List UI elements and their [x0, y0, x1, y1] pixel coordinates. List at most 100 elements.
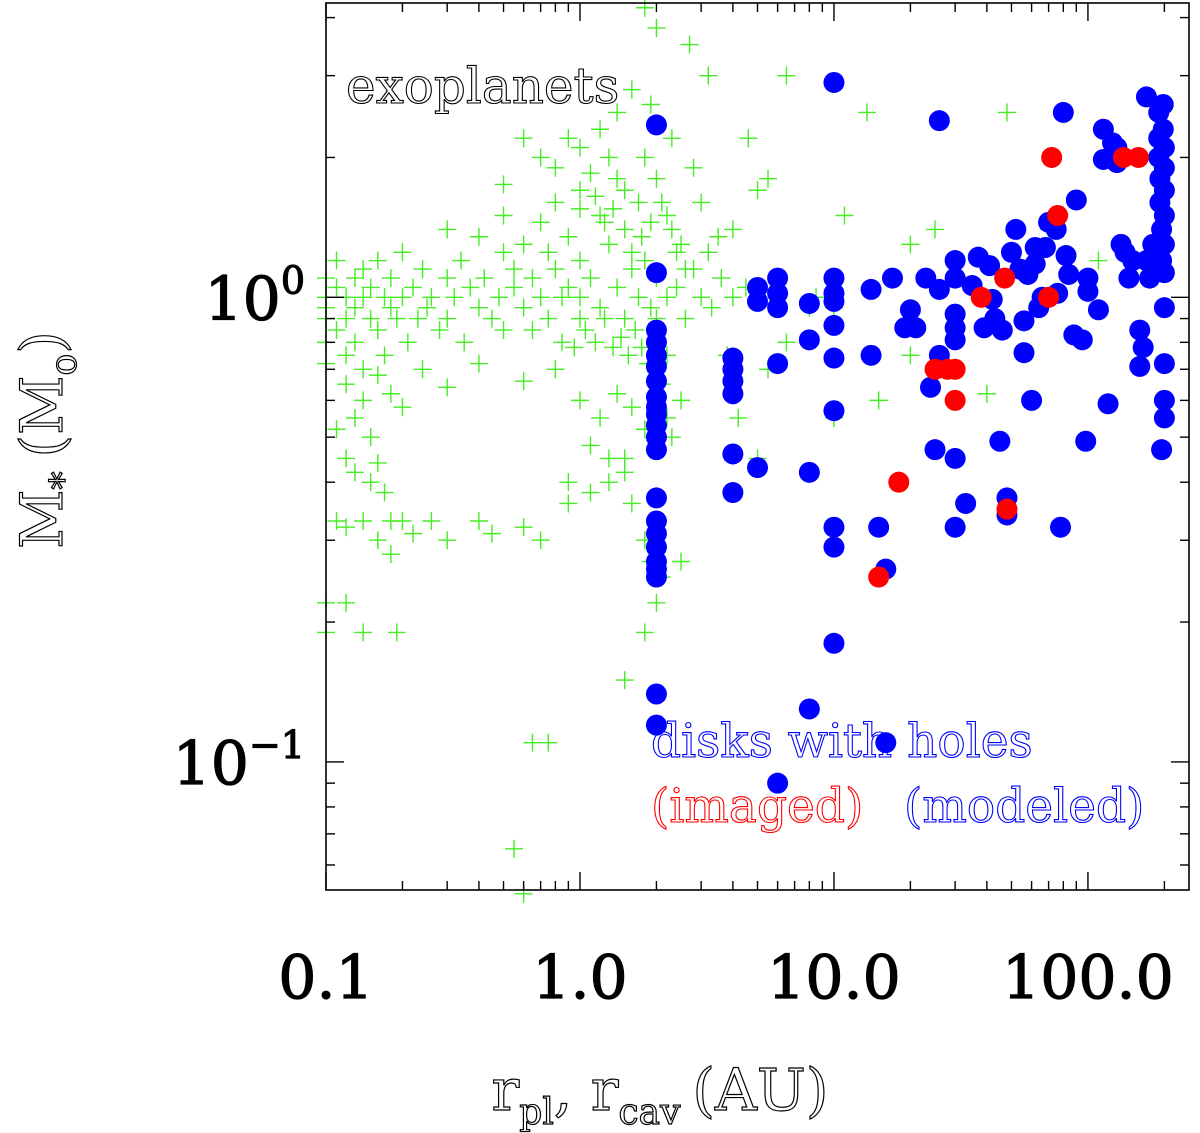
modeled-disk-point — [920, 376, 942, 398]
modeled-disk-point — [924, 439, 946, 461]
imaged-disk-point — [1041, 146, 1063, 168]
exoplanet-point — [345, 298, 364, 317]
modeled-disk-point — [1065, 189, 1087, 211]
exoplanet-point — [591, 120, 610, 139]
exoplanet-point — [475, 269, 494, 288]
exoplanet-point — [413, 360, 432, 379]
exoplanet-point — [635, 623, 654, 642]
exoplanet-point — [451, 251, 470, 270]
exoplanet-point — [723, 288, 742, 307]
exoplanet-point — [531, 288, 550, 307]
exoplanet-point — [926, 220, 945, 239]
modeled-disk-point — [645, 370, 667, 392]
modeled-disk-point — [1153, 204, 1175, 226]
exoplanet-point — [641, 95, 660, 114]
modeled-disk-point — [944, 329, 966, 351]
modeled-disk-point — [1153, 137, 1175, 159]
modeled-disk-point — [1052, 101, 1074, 123]
modeled-disk-point — [823, 314, 845, 336]
modeled-disk-point — [955, 492, 977, 514]
modeled-disk-point — [823, 267, 845, 289]
exoplanet-point — [469, 354, 488, 373]
modeled-disk-point — [1058, 263, 1080, 285]
exoplanet-point — [505, 260, 524, 279]
exoplanet-point — [505, 839, 524, 858]
exoplanet-point — [604, 199, 623, 218]
exoplanet-point — [611, 328, 630, 347]
exoplanet-point — [570, 199, 589, 218]
exoplanet-point — [604, 338, 623, 357]
exoplanet-point — [599, 449, 618, 468]
x-tick-label: 10.0 — [767, 943, 901, 1013]
exoplanet-point — [599, 473, 618, 492]
modeled-disk-point — [645, 114, 667, 136]
exoplanet-point — [337, 449, 356, 468]
exoplanet-point — [393, 398, 412, 417]
modeled-disk-point — [1153, 157, 1175, 179]
exoplanet-point — [699, 66, 718, 85]
exoplanet-point — [327, 512, 346, 531]
x-tick-label: 1.0 — [532, 943, 627, 1013]
exoplanet-point — [546, 260, 565, 279]
imaged-disk-point — [944, 358, 966, 380]
exoplanet-point — [586, 187, 605, 206]
exoplanet-point — [570, 309, 589, 328]
exoplanet-point — [615, 220, 634, 239]
exoplanet-point — [629, 288, 648, 307]
imaged-disk-point — [970, 286, 992, 308]
modeled-disk-point — [860, 278, 882, 300]
exoplanet-point — [615, 181, 634, 200]
exoplanet-point — [361, 428, 380, 447]
exoplanet-point — [494, 321, 513, 340]
x-tick-label: 100.0 — [1002, 943, 1174, 1013]
exoplanet-point — [354, 288, 373, 307]
exoplanet-point — [361, 473, 380, 492]
imaged-label: (imaged) — [651, 779, 863, 834]
exoplanet-point — [345, 333, 364, 352]
modeled-disk-series — [645, 71, 1175, 794]
exoplanet-point — [632, 227, 651, 246]
exoplanet-point — [723, 220, 742, 239]
exoplanet-point — [345, 463, 364, 482]
exoplanet-point — [387, 623, 406, 642]
modeled-disk-point — [899, 299, 921, 321]
y-tick-label: 100 — [204, 258, 305, 334]
exoplanet-point — [635, 0, 654, 17]
exoplanet-point — [398, 333, 417, 352]
exoplanet-point — [546, 193, 565, 212]
exoplanet-point — [608, 384, 627, 403]
exoplanet-point — [469, 298, 488, 317]
exoplanet-point — [523, 321, 542, 340]
exoplanet-point — [337, 346, 356, 365]
modeled-disk-point — [798, 329, 820, 351]
exoplanet-point — [514, 518, 533, 537]
exoplanet-point — [570, 391, 589, 410]
exoplanet-point — [418, 298, 437, 317]
modeled-disk-point — [798, 698, 820, 720]
exoplanet-point — [672, 552, 691, 571]
modeled-disk-point — [645, 355, 667, 377]
imaged-disk-point — [996, 498, 1018, 520]
exoplanet-point — [647, 593, 666, 612]
modeled-disk-point — [645, 714, 667, 736]
exoplanet-point — [368, 453, 387, 472]
exoplanet-point — [622, 398, 641, 417]
imaged-disk-point — [1112, 146, 1134, 168]
exoplanet-point — [997, 103, 1016, 122]
modeled-disk-point — [1153, 353, 1175, 375]
tick-labels: 0.1 1.0 10.0 100.0 100 10−1 — [172, 258, 1174, 1014]
exoplanet-point — [393, 512, 412, 531]
exoplanet-point — [599, 235, 618, 254]
modeled-disk-point — [1024, 253, 1046, 275]
exoplanet-point — [514, 298, 533, 317]
modeled-disk-point — [823, 71, 845, 93]
exoplanet-point — [657, 288, 676, 307]
exoplanet-point — [615, 671, 634, 690]
exoplanet-point — [381, 269, 400, 288]
modeled-disk-point — [1005, 218, 1027, 240]
exoplanet-point — [869, 391, 888, 410]
exoplanet-point — [455, 333, 474, 352]
exoplanet-point — [622, 243, 641, 262]
exoplanet-point — [657, 206, 676, 225]
